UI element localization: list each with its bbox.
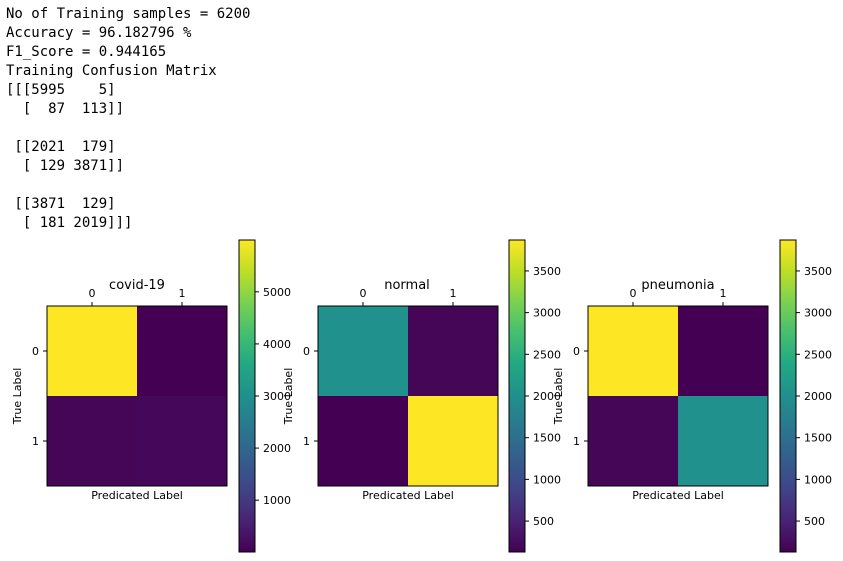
console-line: [ 129 3871]]	[6, 158, 125, 174]
colorbar-tick-label: 2000	[263, 442, 291, 455]
heatmap-cell-r1-c1	[678, 396, 768, 486]
colorbar-tick-label: 5000	[263, 286, 291, 299]
colorbar	[238, 239, 256, 553]
colorbar-tick-label: 3000	[804, 307, 832, 320]
y-tick-label: 0	[303, 345, 310, 358]
x-tick-label: 0	[89, 287, 96, 300]
y-tick-label: 1	[573, 435, 580, 448]
y-axis-label: True Label	[282, 368, 295, 426]
colorbar-tick-label: 4000	[263, 338, 291, 351]
heatmap-frame	[317, 305, 499, 487]
x-axis-label: Predicated Label	[91, 489, 183, 502]
colorbar	[779, 239, 797, 553]
heatmap-cell-r1-c1	[408, 396, 498, 486]
x-tick-label: 1	[179, 287, 186, 300]
colorbar-tick-label: 3500	[533, 265, 561, 278]
heatmap-panel-normal: normal 0 1 0 1 Predicated Label True Label 500 1…	[282, 239, 561, 553]
heatmap-frame	[46, 305, 228, 487]
x-axis-label: Predicated Label	[362, 489, 454, 502]
heatmap-cell-r1-c0	[588, 396, 678, 486]
colorbar-tick-label: 3000	[533, 307, 561, 320]
colorbar-tick-label: 1000	[263, 494, 291, 507]
y-axis-label: True Label	[11, 368, 24, 426]
heatmap-cell-r0-c1	[408, 306, 498, 396]
heatmap-panel-covid-19: covid-19 0 1 0 1 Predicated Label True Label 10…	[11, 239, 291, 553]
colorbar-tick-label: 2500	[533, 348, 561, 361]
x-tick-label: 1	[720, 287, 727, 300]
y-tick-label: 0	[32, 345, 39, 358]
colorbar-tick-label: 3500	[804, 265, 832, 278]
heatmap-panel-pneumonia: pneumonia 0 1 0 1 Predicated Label True Label 5…	[552, 239, 832, 553]
x-tick-label: 1	[450, 287, 457, 300]
heatmap-cell-r0-c0	[318, 306, 408, 396]
heatmap-cell-r0-c0	[588, 306, 678, 396]
chart-title: normal	[384, 278, 430, 293]
console-line: Accuracy = 96.182796 %	[6, 25, 192, 41]
console-line	[6, 119, 250, 138]
heatmap-cell-r0-c1	[137, 306, 227, 396]
colorbar-tick-label: 2000	[533, 390, 561, 403]
console-line: No of Training samples = 6200	[6, 6, 251, 22]
console-line: [[3871 129]	[6, 196, 116, 212]
heatmap-cell-r0-c0	[47, 306, 137, 396]
heatmap-cell-r0-c1	[678, 306, 768, 396]
console-line	[6, 176, 250, 195]
colorbar-tick-label: 1500	[533, 432, 561, 445]
console-output: No of Training samples = 6200 Accuracy = …	[6, 5, 250, 233]
console-line: [[[5995 5]	[6, 82, 116, 98]
y-tick-label: 1	[32, 435, 39, 448]
colorbar-tick-label: 500	[533, 515, 554, 528]
heatmap-cell-r1-c0	[318, 396, 408, 486]
console-line: [ 87 113]]	[6, 101, 125, 117]
console-line: [ 181 2019]]]	[6, 215, 133, 231]
colorbar-tick-label: 500	[804, 515, 825, 528]
console-line: F1_Score = 0.944165	[6, 44, 167, 60]
heatmap-frame	[587, 305, 769, 487]
x-tick-label: 0	[360, 287, 367, 300]
y-tick-label: 1	[303, 435, 310, 448]
y-tick-label: 0	[573, 345, 580, 358]
heatmap-cell-r1-c1	[137, 396, 227, 486]
colorbar-tick-label: 1000	[804, 473, 832, 486]
chart-title: pneumonia	[641, 278, 714, 293]
colorbar-tick-label: 2000	[804, 390, 832, 403]
colorbar-tick-label: 3000	[263, 390, 291, 403]
console-line: Training Confusion Matrix	[6, 63, 217, 79]
y-axis-label: True Label	[552, 368, 565, 426]
heatmap-cell-r1-c0	[47, 396, 137, 486]
chart-title: covid-19	[109, 278, 165, 293]
console-line: [[2021 179]	[6, 139, 116, 155]
colorbar-tick-label: 2500	[804, 348, 832, 361]
x-tick-label: 0	[630, 287, 637, 300]
x-axis-label: Predicated Label	[632, 489, 724, 502]
colorbar-tick-label: 1500	[804, 432, 832, 445]
colorbar	[508, 239, 526, 553]
colorbar-tick-label: 1000	[533, 473, 561, 486]
